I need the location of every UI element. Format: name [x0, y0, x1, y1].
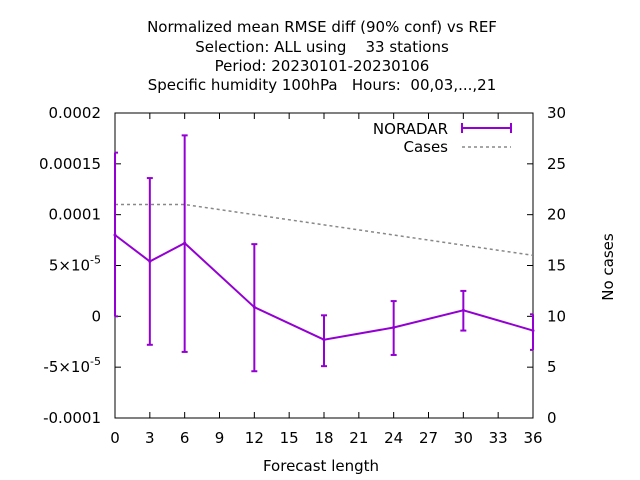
- y-tick-label-3: 5×10-5: [49, 254, 101, 275]
- y-tick-label-2: 0: [91, 307, 101, 325]
- legend: NORADAR Cases: [373, 120, 512, 156]
- series-line-cases: [115, 203, 534, 257]
- y2-tick-label-30: 30: [547, 104, 566, 122]
- y2-tick-label-20: 20: [547, 206, 566, 224]
- data-point-noradar-0: [113, 233, 117, 237]
- y2-axis-label: No cases: [599, 233, 617, 301]
- x-tick-label-33: 33: [489, 429, 508, 447]
- legend-label-cases: Cases: [403, 138, 448, 156]
- x-tick-label-0: 0: [110, 429, 120, 447]
- x-tick-label-6: 6: [180, 429, 190, 447]
- chart-marks: [113, 134, 535, 373]
- y-tick-exponent-3: -5: [90, 254, 101, 267]
- chart-title: Normalized mean RMSE diff (90% conf) vs …: [147, 18, 497, 94]
- data-point-noradar-3: [148, 259, 152, 263]
- y-tick-label-0: -0.0001: [43, 409, 101, 427]
- y2-tick-label-5: 5: [547, 358, 557, 376]
- data-point-noradar-6: [183, 241, 187, 245]
- title-line-1: Normalized mean RMSE diff (90% conf) vs …: [147, 18, 497, 36]
- x-tick-label-3: 3: [145, 429, 155, 447]
- x-tick-label-30: 30: [454, 429, 473, 447]
- title-line-3: Period: 20230101-20230106: [215, 57, 430, 75]
- x-tick-label-21: 21: [349, 429, 368, 447]
- y2-tick-label-0: 0: [547, 409, 557, 427]
- y2-tick-label-25: 25: [547, 155, 566, 173]
- title-line-4: Specific humidity 100hPa Hours: 00,03,..…: [148, 76, 497, 94]
- y-tick-label-1: -5×10-5: [43, 355, 101, 376]
- legend-label-noradar: NORADAR: [373, 120, 448, 138]
- y-tick-label-5: 0.00015: [39, 155, 101, 173]
- y-tick-label-4: 0.0001: [49, 206, 102, 224]
- y-tick-label-6: 0.0002: [49, 104, 102, 122]
- x-tick-label-15: 15: [280, 429, 299, 447]
- data-point-noradar-36: [531, 329, 535, 333]
- data-point-noradar-24: [392, 326, 396, 330]
- series-line-noradar: [114, 234, 534, 341]
- data-point-noradar-12: [252, 305, 256, 309]
- x-tick-label-9: 9: [215, 429, 225, 447]
- legend-swatch-noradar: [461, 123, 512, 133]
- axes: 0 3 6 9 12 15 18 21 24 27 30 33 36-0.0001-5×10-505×1…: [39, 104, 566, 447]
- x-tick-label-36: 36: [523, 429, 542, 447]
- x-tick-label-27: 27: [419, 429, 438, 447]
- data-point-noradar-30: [461, 308, 465, 312]
- y2-tick-label-15: 15: [547, 257, 566, 275]
- y-tick-exponent-1: -5: [90, 355, 101, 368]
- y2-tick-label-10: 10: [547, 307, 566, 325]
- x-tick-label-24: 24: [384, 429, 403, 447]
- data-point-noradar-18: [322, 338, 326, 342]
- x-tick-label-12: 12: [245, 429, 264, 447]
- x-tick-label-18: 18: [314, 429, 333, 447]
- plot-frame: [114, 112, 534, 419]
- x-axis-label: Forecast length: [263, 457, 379, 475]
- title-line-2: Selection: ALL using 33 stations: [195, 38, 449, 56]
